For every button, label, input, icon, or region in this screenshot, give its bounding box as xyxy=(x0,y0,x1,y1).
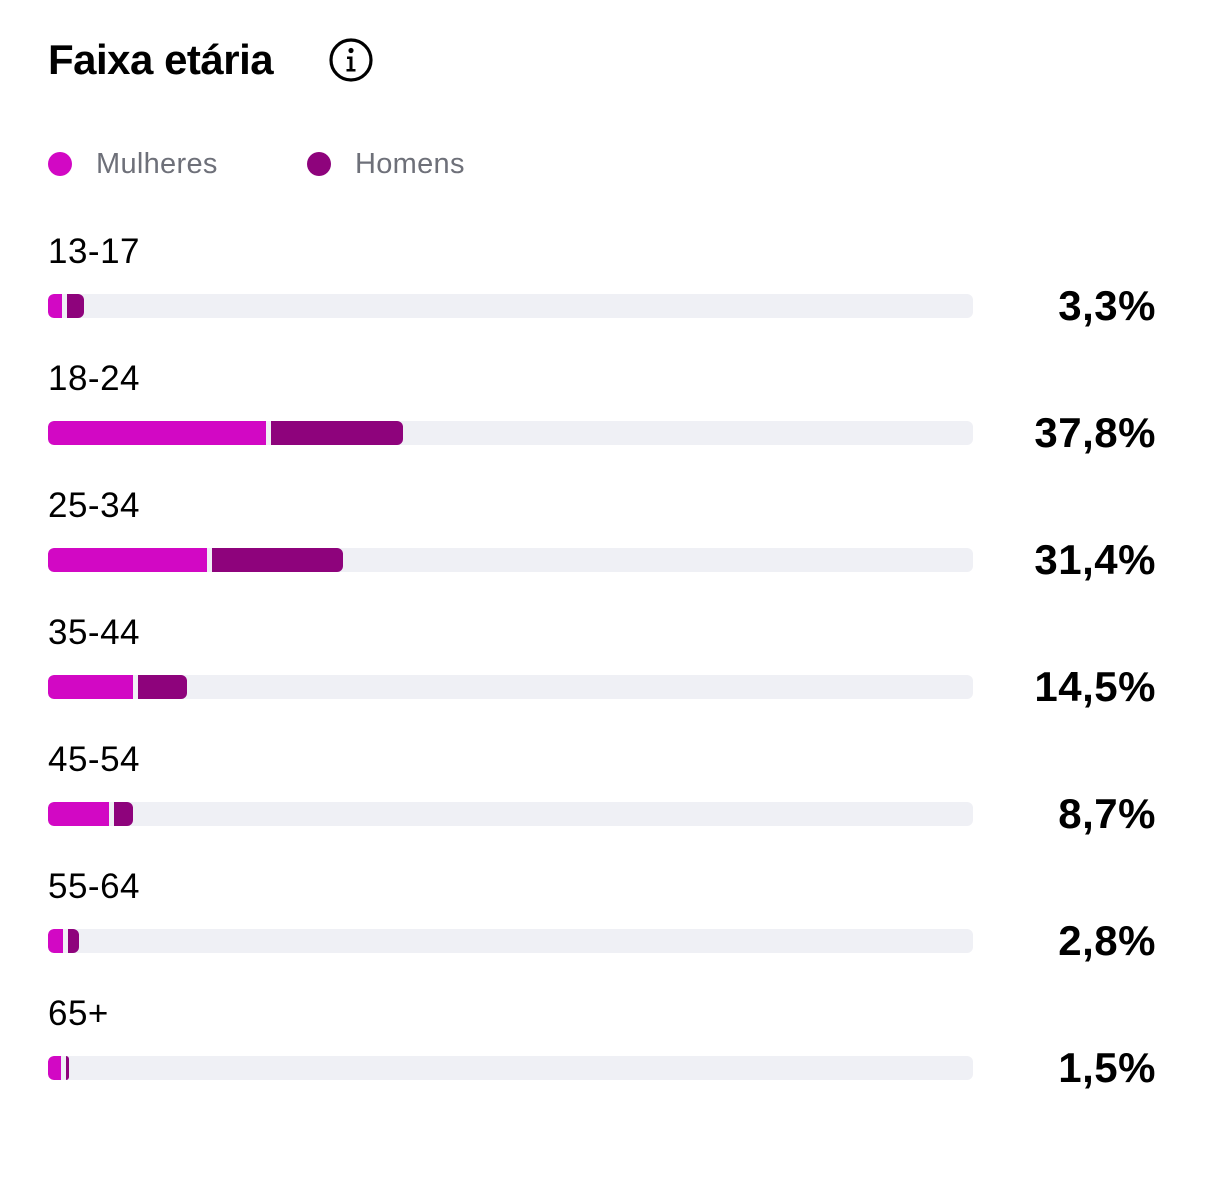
bar-segment-women[interactable] xyxy=(48,548,208,572)
bar-track xyxy=(48,548,973,572)
age-label: 13-17 xyxy=(48,232,141,271)
bar-segment-women[interactable] xyxy=(48,802,110,826)
bar-track xyxy=(48,802,973,826)
legend-dot-men xyxy=(307,152,331,176)
age-row: 55-64 2,8% xyxy=(0,867,1206,994)
total-percentage: 31,4% xyxy=(1034,536,1156,583)
age-row: 25-34 31,4% xyxy=(0,486,1206,613)
bar-segment-men[interactable] xyxy=(138,675,188,699)
age-row: 13-17 3,3% xyxy=(0,232,1206,359)
legend-dot-women xyxy=(48,152,72,176)
bar-track xyxy=(48,294,973,318)
age-label: 25-34 xyxy=(48,486,141,525)
legend-item-men: Homens xyxy=(307,146,465,182)
bar-segment-women[interactable] xyxy=(48,294,62,318)
age-row: 18-24 37,8% xyxy=(0,359,1206,486)
bar-track xyxy=(48,675,973,699)
total-percentage: 2,8% xyxy=(1058,917,1156,964)
total-percentage: 3,3% xyxy=(1058,282,1156,329)
info-circle-icon[interactable] xyxy=(328,37,374,83)
total-percentage: 37,8% xyxy=(1034,409,1156,456)
bar-track xyxy=(48,421,973,445)
bar-track xyxy=(48,1056,973,1080)
age-row: 65+ 1,5% xyxy=(0,994,1206,1121)
age-label: 18-24 xyxy=(48,359,141,398)
bar-track xyxy=(48,929,973,953)
total-percentage: 14,5% xyxy=(1034,663,1156,710)
legend-label-women: Mulheres xyxy=(96,147,218,180)
age-label: 45-54 xyxy=(48,740,141,779)
bar-segment-women[interactable] xyxy=(48,929,63,953)
bar-segment-men[interactable] xyxy=(212,548,344,572)
total-percentage: 8,7% xyxy=(1058,790,1156,837)
legend-item-women: Mulheres xyxy=(48,146,218,182)
age-label: 65+ xyxy=(48,994,109,1033)
age-row: 35-44 14,5% xyxy=(0,613,1206,740)
total-percentage: 1,5% xyxy=(1058,1044,1156,1091)
bar-segment-men[interactable] xyxy=(65,1056,69,1080)
page-title: Faixa etária xyxy=(48,36,274,83)
bar-segment-women[interactable] xyxy=(48,675,134,699)
bar-segment-men[interactable] xyxy=(67,929,79,953)
bar-segment-women[interactable] xyxy=(48,1056,61,1080)
bar-segment-men[interactable] xyxy=(271,421,403,445)
age-label: 55-64 xyxy=(48,867,141,906)
age-row: 45-54 8,7% xyxy=(0,740,1206,867)
bar-segment-women[interactable] xyxy=(48,421,267,445)
bar-segment-men[interactable] xyxy=(114,802,134,826)
legend-label-men: Homens xyxy=(355,147,465,180)
age-label: 35-44 xyxy=(48,613,141,652)
bar-segment-men[interactable] xyxy=(66,294,84,318)
